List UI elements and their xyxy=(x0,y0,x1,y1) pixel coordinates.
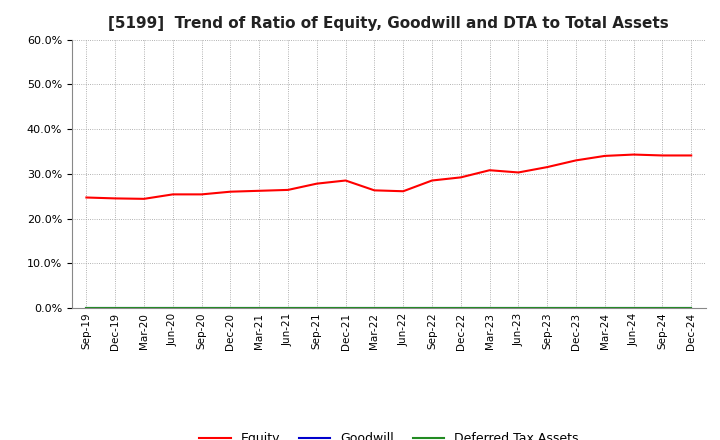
Equity xyxy=(82,195,91,200)
Goodwill xyxy=(312,305,321,311)
Equity xyxy=(514,170,523,175)
Equity xyxy=(428,178,436,183)
Goodwill xyxy=(600,305,609,311)
Equity xyxy=(197,192,206,197)
Equity xyxy=(543,165,552,170)
Deferred Tax Assets xyxy=(514,305,523,311)
Legend: Equity, Goodwill, Deferred Tax Assets: Equity, Goodwill, Deferred Tax Assets xyxy=(194,427,583,440)
Deferred Tax Assets xyxy=(255,305,264,311)
Deferred Tax Assets xyxy=(456,305,465,311)
Equity xyxy=(226,189,235,194)
Equity xyxy=(341,178,350,183)
Goodwill xyxy=(514,305,523,311)
Equity xyxy=(600,153,609,158)
Equity xyxy=(111,196,120,201)
Equity xyxy=(168,192,177,197)
Deferred Tax Assets xyxy=(428,305,436,311)
Goodwill xyxy=(629,305,638,311)
Deferred Tax Assets xyxy=(312,305,321,311)
Goodwill xyxy=(687,305,696,311)
Goodwill xyxy=(82,305,91,311)
Equity xyxy=(687,153,696,158)
Goodwill xyxy=(456,305,465,311)
Equity xyxy=(370,188,379,193)
Deferred Tax Assets xyxy=(82,305,91,311)
Goodwill xyxy=(284,305,292,311)
Goodwill xyxy=(255,305,264,311)
Deferred Tax Assets xyxy=(341,305,350,311)
Goodwill xyxy=(370,305,379,311)
Goodwill xyxy=(658,305,667,311)
Deferred Tax Assets xyxy=(168,305,177,311)
Deferred Tax Assets xyxy=(284,305,292,311)
Equity xyxy=(312,181,321,186)
Goodwill xyxy=(485,305,494,311)
Deferred Tax Assets xyxy=(687,305,696,311)
Equity xyxy=(456,175,465,180)
Deferred Tax Assets xyxy=(543,305,552,311)
Goodwill xyxy=(111,305,120,311)
Goodwill xyxy=(341,305,350,311)
Goodwill xyxy=(226,305,235,311)
Goodwill xyxy=(399,305,408,311)
Equity xyxy=(658,153,667,158)
Deferred Tax Assets xyxy=(600,305,609,311)
Equity xyxy=(485,168,494,173)
Deferred Tax Assets xyxy=(370,305,379,311)
Equity xyxy=(284,187,292,193)
Deferred Tax Assets xyxy=(658,305,667,311)
Goodwill xyxy=(168,305,177,311)
Line: Equity: Equity xyxy=(86,154,691,199)
Deferred Tax Assets xyxy=(111,305,120,311)
Goodwill xyxy=(140,305,148,311)
Deferred Tax Assets xyxy=(226,305,235,311)
Goodwill xyxy=(197,305,206,311)
Deferred Tax Assets xyxy=(197,305,206,311)
Deferred Tax Assets xyxy=(485,305,494,311)
Title: [5199]  Trend of Ratio of Equity, Goodwill and DTA to Total Assets: [5199] Trend of Ratio of Equity, Goodwil… xyxy=(109,16,669,32)
Goodwill xyxy=(543,305,552,311)
Deferred Tax Assets xyxy=(399,305,408,311)
Goodwill xyxy=(428,305,436,311)
Equity xyxy=(399,189,408,194)
Equity xyxy=(255,188,264,194)
Equity xyxy=(629,152,638,157)
Goodwill xyxy=(572,305,580,311)
Equity xyxy=(140,196,148,202)
Deferred Tax Assets xyxy=(140,305,148,311)
Equity xyxy=(572,158,580,163)
Deferred Tax Assets xyxy=(572,305,580,311)
Deferred Tax Assets xyxy=(629,305,638,311)
